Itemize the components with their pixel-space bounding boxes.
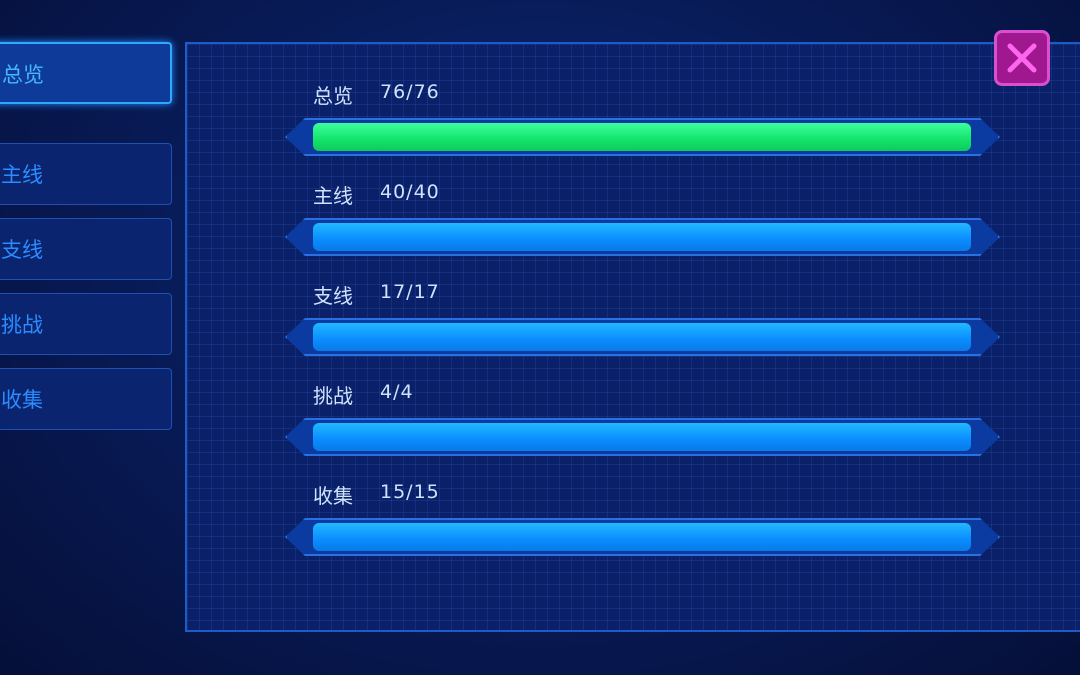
row-progress: 40/40 [380,181,440,203]
progress-fill [313,423,971,451]
side-tab[interactable]: 挑战 [0,293,172,355]
row-progress: 17/17 [380,281,440,303]
row-label: 主线 [313,184,353,208]
progress-fill [313,523,971,551]
side-tab[interactable]: 收集 [0,368,172,430]
row-progress: 15/15 [380,481,440,503]
side-tab[interactable]: 总览 [0,42,172,104]
row-progress: 4/4 [380,381,414,403]
side-tab[interactable]: 支线 [0,218,172,280]
row-progress: 76/76 [380,81,440,103]
progress-fill [313,123,971,151]
progress-fill [313,323,971,351]
progress-fill [313,223,971,251]
row-label: 支线 [313,284,353,308]
close-button[interactable] [994,30,1050,86]
row-label: 挑战 [313,384,353,408]
side-tab[interactable]: 主线 [0,143,172,205]
row-label: 总览 [313,84,353,108]
row-label: 收集 [313,484,353,508]
